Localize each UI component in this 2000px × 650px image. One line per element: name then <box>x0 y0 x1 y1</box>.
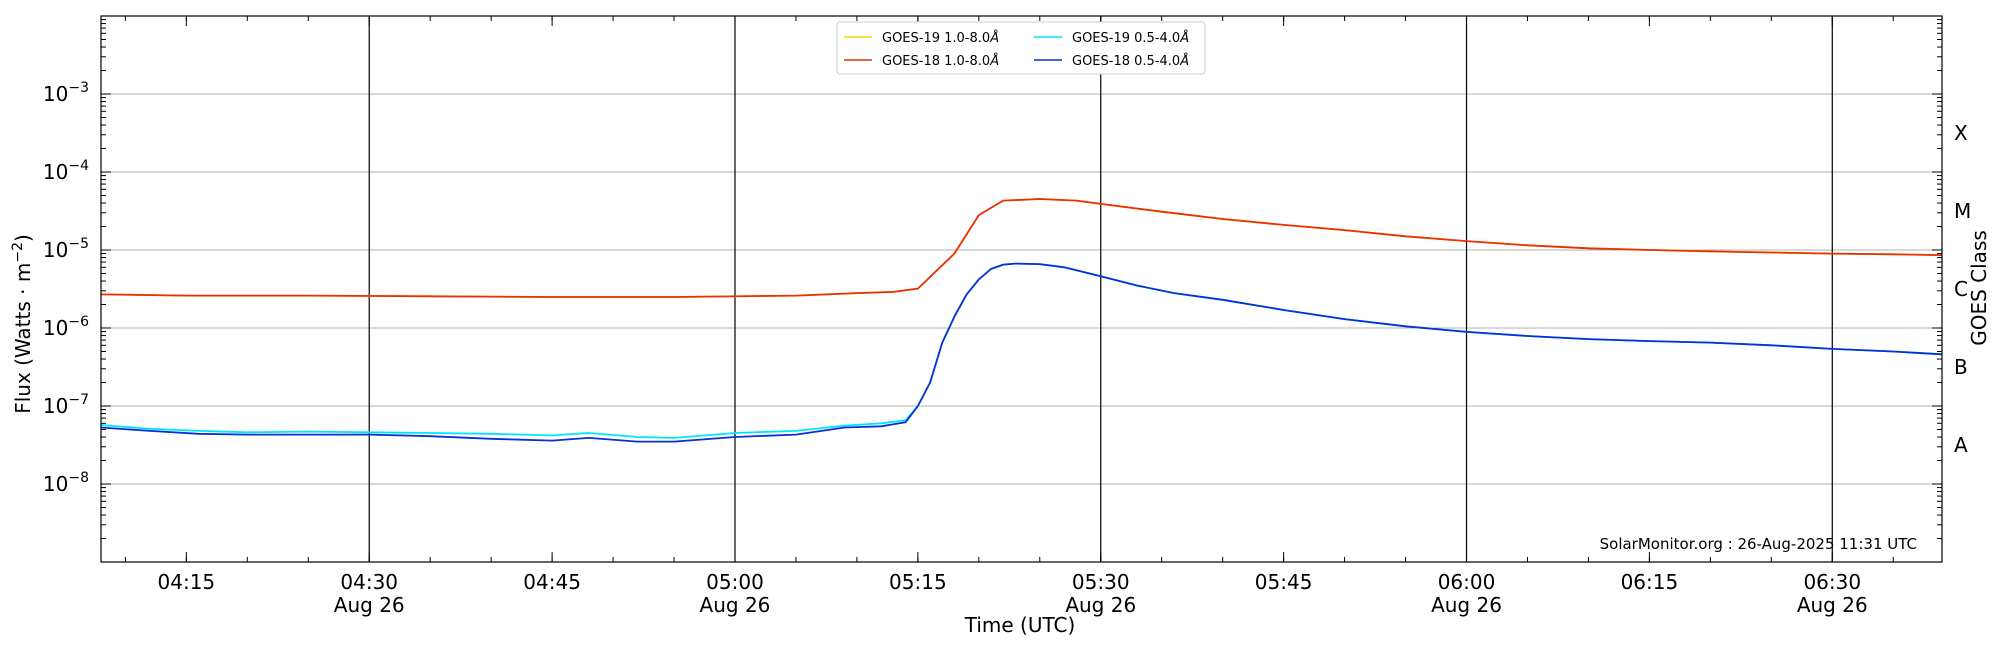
series-layer <box>100 198 1943 443</box>
y-axis-label: Flux (Watts · m−2) <box>10 234 35 414</box>
x-tick-label: 05:00 <box>706 570 764 594</box>
x-tick-label: 06:00 <box>1438 570 1496 594</box>
x-axis-label: Time (UTC) <box>964 613 1076 637</box>
y-tick-base: 10 <box>43 82 68 106</box>
y-axis-label-main: Flux (Watts · m <box>11 263 35 414</box>
y-tick-base: 10 <box>43 238 68 262</box>
series-line <box>100 198 1943 298</box>
legend-unit: Å <box>1179 30 1189 46</box>
x-tick-label: 06:15 <box>1621 570 1679 594</box>
legend-unit: Å <box>989 53 999 69</box>
watermark-text: SolarMonitor.org : 26-Aug-2025 11:31 UTC <box>1600 535 1917 553</box>
y-tick-exponent: −7 <box>68 392 89 408</box>
legend-entry-goes18-short: GOES-18 0.5-4.0Å <box>1072 53 1189 69</box>
x-tick-label: 06:30 <box>1803 570 1861 594</box>
legend: GOES-19 1.0-8.0Å GOES-18 1.0-8.0Å GOES-1… <box>836 21 1206 75</box>
x-tick-date-label: Aug 26 <box>1431 593 1502 617</box>
legend-label: GOES-19 1.0-8.0 <box>882 31 990 46</box>
x-tick-label: 04:15 <box>158 570 216 594</box>
ticks-layer <box>101 16 1942 563</box>
y-tick-base: 10 <box>43 394 68 418</box>
goes-class-label: A <box>1954 433 1968 457</box>
x-tick-label: 05:15 <box>889 570 947 594</box>
x-tick-label: 05:30 <box>1072 570 1130 594</box>
goes-class-label: B <box>1954 355 1968 379</box>
y-tick-exponent: −3 <box>68 80 89 96</box>
y-tick-exponent: −4 <box>68 158 89 174</box>
legend-entry-goes18-long: GOES-18 1.0-8.0Å <box>882 53 999 69</box>
x-tick-date-label: Aug 26 <box>700 593 771 617</box>
x-tick-label: 05:45 <box>1255 570 1313 594</box>
legend-entry-goes19-long: GOES-19 1.0-8.0Å <box>882 30 999 46</box>
legend-label: GOES-18 0.5-4.0 <box>1072 54 1180 69</box>
goes-class-label: X <box>1954 121 1968 145</box>
legend-box <box>836 21 1206 75</box>
y-tick-label: 10−8 <box>43 470 89 496</box>
x-tick-date-label: Aug 26 <box>1065 593 1136 617</box>
legend-unit: Å <box>1179 53 1189 69</box>
y-tick-base: 10 <box>43 160 68 184</box>
x-tick-date-label: Aug 26 <box>1797 593 1868 617</box>
legend-label: GOES-19 0.5-4.0 <box>1072 31 1180 46</box>
y-axis-label-close: ) <box>11 234 35 242</box>
legend-label: GOES-18 1.0-8.0 <box>882 54 990 69</box>
x-tick-label: 04:30 <box>340 570 398 594</box>
y-axis-label-sup: −2 <box>10 242 26 263</box>
goes-class-label: M <box>1954 199 1971 223</box>
y-tick-exponent: −8 <box>68 470 89 486</box>
y-tick-label: 10−5 <box>43 236 89 262</box>
y-tick-label: 10−7 <box>43 392 89 418</box>
legend-entry-goes19-short: GOES-19 0.5-4.0Å <box>1072 30 1189 46</box>
series-line <box>100 262 1943 443</box>
goes-class-axis-label: GOES Class <box>1967 230 1991 346</box>
x-tick-date-label: Aug 26 <box>334 593 405 617</box>
y-tick-exponent: −6 <box>68 314 89 330</box>
goes-class-label: C <box>1954 277 1968 301</box>
y-tick-label: 10−3 <box>43 80 89 106</box>
y-tick-base: 10 <box>43 472 68 496</box>
y-tick-exponent: −5 <box>68 236 89 252</box>
plot-frame <box>100 15 1943 563</box>
grid-layer <box>101 16 1942 562</box>
legend-unit: Å <box>989 30 999 46</box>
y-tick-label: 10−4 <box>43 158 89 184</box>
y-tick-label: 10−6 <box>43 314 89 340</box>
y-tick-base: 10 <box>43 316 68 340</box>
x-tick-label: 04:45 <box>523 570 581 594</box>
